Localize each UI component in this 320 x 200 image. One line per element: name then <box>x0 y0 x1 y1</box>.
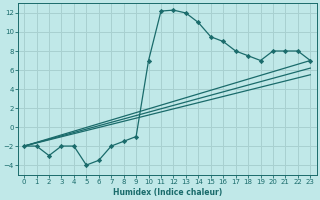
X-axis label: Humidex (Indice chaleur): Humidex (Indice chaleur) <box>113 188 222 197</box>
